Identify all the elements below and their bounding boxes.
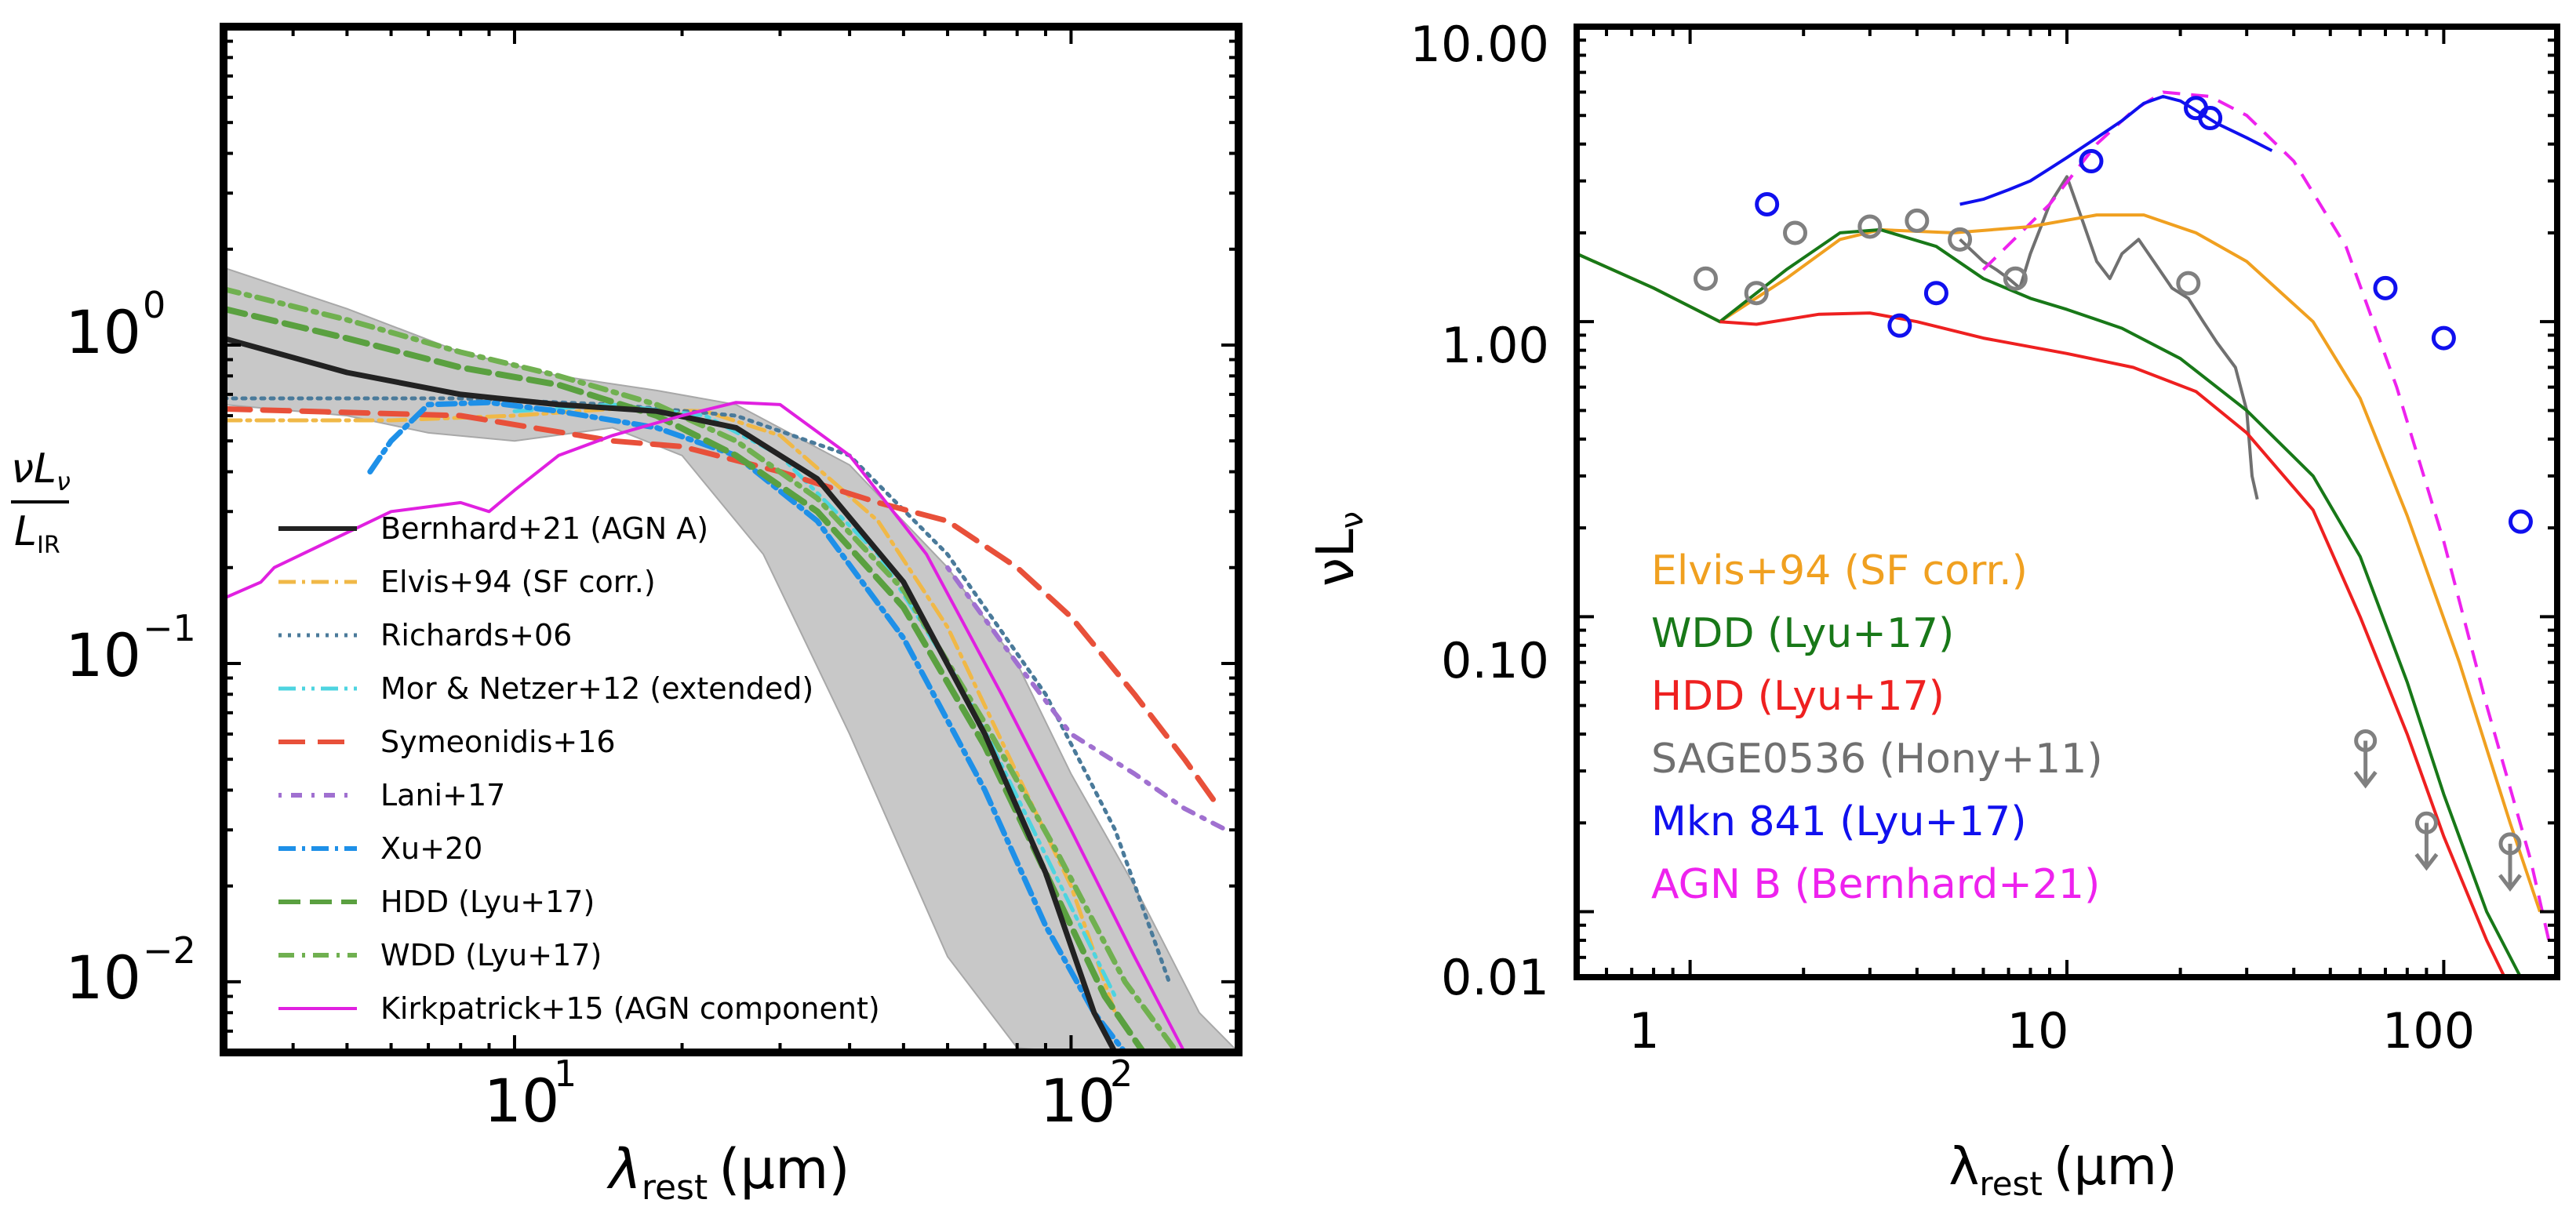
series-line-elvis-94-sf-corr [1577,213,2541,913]
legend-label-wdd-lyu-17: WDD (Lyu+17) [380,938,602,972]
svg-text:LIR: LIR [14,508,60,559]
series-line-sage0536-hony-11 [1959,175,2259,500]
legend-label-elvis-94-sf-corr: Elvis+94 (SF corr.) [380,565,656,599]
legend-label-agn-b-bernhard-21: AGN B (Bernhard+21) [1651,861,2100,908]
right-x-tick-label-0: 1 [1628,1002,1659,1060]
right-y-tick-label-1: 1.00 [1441,317,1549,374]
left-y-tick-label-1: 10 −1 [65,607,196,690]
upper-limit-marker [2414,811,2439,871]
uncertainty-band [224,267,1239,1052]
svg-text:−1: −1 [143,607,196,649]
marker-blue-photometry [1923,281,1948,306]
legend-label-mkn-841-lyu-17: Mkn 841 (Lyu+17) [1651,798,2027,845]
svg-text:νLν: νLν [11,445,71,496]
left-plot-frame [220,23,1243,1056]
left-y-axis-label: νLν LIR [11,445,71,559]
marker-grey-photometry [1857,214,1883,239]
legend-label-xu-20: Xu+20 [380,831,482,866]
right-y-axis-label: νLν [1305,511,1370,587]
upper-limit-marker [2498,832,2522,892]
legend-label-hdd-lyu-17: HDD (Lyu+17) [1651,673,1945,720]
svg-text:10: 10 [1040,1066,1116,1136]
svg-text:1: 1 [554,1052,577,1095]
legend-label-hdd-lyu-17: HDD (Lyu+17) [380,885,595,919]
legend-label-sage0536-hony-11: SAGE0536 (Hony+11) [1651,736,2103,783]
marker-grey-photometry [1905,208,1930,233]
legend-label-lani-17: Lani+17 [380,778,505,812]
series-line-lani-17 [945,565,1229,833]
right-x-axis-label: λrest (μm) [1948,1136,2177,1203]
legend-label-bernhard-21-agn-a: Bernhard+21 (AGN A) [380,511,708,546]
series-line-mor-netzer-12-extended [512,402,1118,998]
left-x-tick-label-1: 10 2 [1040,1052,1133,1136]
svg-text:2: 2 [1110,1052,1133,1095]
svg-text:−2: −2 [143,929,196,972]
upper-limit-marker [2353,729,2378,789]
marker-grey-photometry [1948,227,1973,252]
right-chart: 10.00 1.00 0.10 0.01 1 10 100 λrest (μm) … [1305,16,2560,1203]
right-x-tick-label-1: 10 [2007,1002,2069,1060]
right-y-tick-label-3: 0.01 [1441,949,1549,1006]
legend-label-elvis-94-sf-corr: Elvis+94 (SF corr.) [1651,547,2028,594]
marker-grey-photometry [2176,271,2201,296]
left-legend: Bernhard+21 (AGN A) Elvis+94 (SF corr.) Ri… [278,511,880,1026]
marker-blue-photometry [2079,149,2104,174]
marker-grey-photometry [1783,220,1808,245]
legend-label-kirkpatrick-15-agn-component: Kirkpatrick+15 (AGN component) [380,991,880,1026]
right-x-tick-label-2: 100 [2382,1002,2475,1060]
legend-label-mor-netzer-12-extended: Mor & Netzer+12 (extended) [380,671,813,706]
svg-text:10: 10 [65,620,141,690]
left-x-tick-label-0: 10 1 [484,1052,577,1136]
legend-label-wdd-lyu-17: WDD (Lyu+17) [1651,610,1954,657]
left-y-tick-label-2: 10 −2 [65,929,196,1012]
left-chart: 10 0 10 −1 10 −2 10 1 10 2 λrest (μm) νLν… [11,23,1243,1208]
svg-text:10: 10 [65,297,141,367]
svg-text:10: 10 [65,943,141,1012]
series-line-hdd-lyu-17 [1719,311,2506,977]
svg-text:0: 0 [143,284,166,326]
marker-blue-photometry [1755,191,1780,216]
marker-blue-photometry [2198,106,2223,131]
svg-text:10: 10 [484,1066,560,1136]
series-line-kirkpatrick-15-agn-component [224,401,1187,1052]
marker-blue-photometry [2431,325,2456,351]
series-line-bernhard-21-agn-a [224,335,1119,1052]
series-line-agn-b-bernhard-21 [1981,90,2551,941]
right-legend: Elvis+94 (SF corr.) WDD (Lyu+17) HDD (Lyu+… [1651,547,2103,908]
series-line-symeonidis-16 [224,405,1223,812]
series-line-wdd-lyu-17 [224,286,1180,1052]
marker-blue-photometry [2183,96,2208,121]
marker-grey-photometry [1693,266,1718,291]
legend-label-symeonidis-16: Symeonidis+16 [380,725,616,759]
marker-grey-photometry [2003,266,2028,291]
marker-grey-photometry [1744,281,1769,306]
right-y-tick-label-2: 0.10 [1441,632,1549,689]
series-line-mkn-841-lyu-17 [1959,95,2273,206]
marker-blue-photometry [2373,275,2398,300]
left-y-tick-label-0: 10 0 [65,284,166,367]
marker-blue-photometry [1887,313,1912,338]
left-x-axis-label: λrest (μm) [606,1137,850,1208]
marker-blue-photometry [2508,509,2533,534]
right-y-tick-label-0: 10.00 [1410,16,1550,73]
series-line-wdd-lyu-17 [1577,227,2523,977]
legend-label-richards-06: Richards+06 [380,618,572,652]
